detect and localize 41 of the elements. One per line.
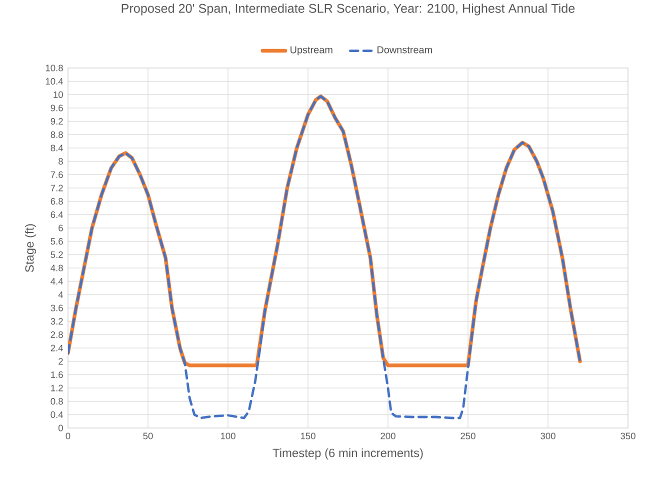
legend-label: Upstream [290,46,332,56]
y-tick-label: 6 [58,224,63,232]
x-tick-label: 200 [380,432,396,440]
chart-title: Proposed 20' Span, Intermediate SLR Scenario, Year: 2100, Highest Annual Tide [122,4,575,16]
y-tick-label: 10 [54,91,63,98]
y-axis-title: Stage (ft) [24,224,36,272]
x-tick-label: 100 [220,432,236,440]
x-tick-label: 0 [66,432,70,440]
y-tick-label: 2.4 [50,344,64,352]
legend-label: Downstream [378,46,432,54]
y-tick-label: 9.2 [50,118,63,125]
x-tick-label: 50 [143,432,153,440]
y-tick-label: 0.4 [50,411,64,418]
y-tick-label: 6.8 [50,198,63,205]
x-tick-label: 350 [620,432,636,440]
y-tick-label: 1.2 [51,384,63,392]
y-tick-label: 9.6 [50,104,63,112]
y-tick-label: 10.4 [46,78,64,85]
y-tick-label: 3.2 [50,318,63,325]
y-tick-label: 4 [58,291,64,298]
y-tick-label: 0 [58,424,63,432]
x-axis-title: Timestep (6 min increments) [272,448,423,460]
y-tick-label: 7.2 [50,184,63,192]
y-tick-label: 5.2 [50,251,63,258]
x-tick-label: 250 [460,432,476,440]
y-tick-label: 0.8 [50,398,63,405]
y-tick-label: 7.6 [50,171,63,178]
x-tick-label: 150 [300,432,316,440]
y-tick-label: 2.8 [50,331,63,338]
y-tick-label: 3.6 [50,304,63,312]
y-tick-label: 5.6 [50,238,63,245]
y-tick-label: 8.4 [50,144,64,152]
x-tick-label: 300 [540,432,556,440]
y-tick-label: 1.6 [51,371,63,378]
y-tick-label: 10.8 [46,64,63,72]
y-tick-label: 4.4 [50,278,64,285]
y-tick-label: 4.8 [50,264,63,272]
y-tick-label: 8 [58,158,63,165]
y-tick-label: 2 [58,358,63,365]
y-tick-label: 6.4 [50,211,64,218]
y-tick-label: 8.8 [50,131,63,138]
